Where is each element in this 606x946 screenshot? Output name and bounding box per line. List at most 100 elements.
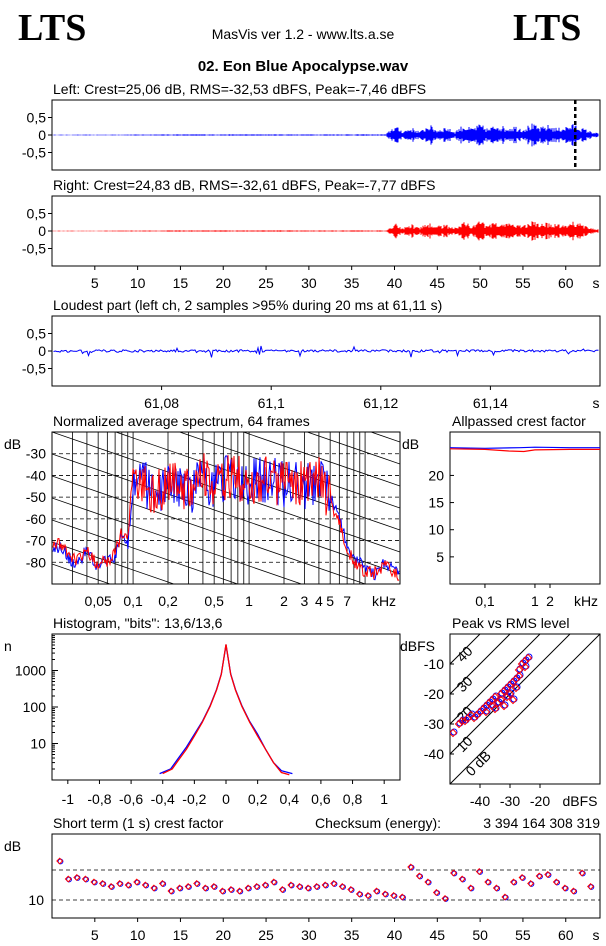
histogram-title: Histogram, "bits": 13,6/13,6 [53, 615, 223, 631]
short-crest-point-right [407, 863, 415, 871]
crest-xunit: kHz [574, 593, 598, 609]
spectrum-frame [51, 431, 401, 585]
crest-line-right [449, 448, 600, 453]
histogram-xtick-label: 0,4 [280, 791, 300, 807]
short-crest-point-right [244, 884, 252, 892]
right-waveform-xtick-label: 20 [215, 275, 231, 291]
peak-rms-ytick-label: -20 [424, 686, 444, 702]
short-crest-point-right [313, 882, 321, 891]
short-crest-point-right [424, 878, 432, 886]
spectrum-slope-line [52, 432, 400, 553]
histogram-ytick-label: 1000 [15, 663, 46, 679]
loudest-part-xtick-label: 61,1 [258, 395, 285, 411]
loudest-part-ytick-label: 0,5 [27, 326, 47, 342]
short-crest-point-right [176, 884, 184, 892]
short-crest-point-right [509, 878, 518, 886]
peak-rms-title: Peak vs RMS level [452, 615, 569, 631]
short-crest-point-right [107, 882, 115, 891]
short-crest-xtick-label: 10 [130, 927, 146, 943]
short-crest-point-right [441, 894, 449, 903]
spectrum-slope-line [305, 432, 400, 465]
short-crest-point-right [518, 873, 526, 882]
histogram-xtick-label: -0,8 [87, 791, 111, 807]
spectrum-slope-line [52, 519, 239, 584]
histogram-ylabel: n [4, 638, 12, 654]
histogram-line-right [162, 644, 290, 776]
short-crest-point-right [304, 884, 312, 892]
spectrum-slope-line [114, 432, 400, 531]
crest-line-left [449, 446, 600, 449]
short-crest-xtick-label: 30 [301, 927, 317, 943]
short-crest-point-right [578, 869, 586, 877]
short-crest-point-right [227, 885, 235, 894]
right-waveform-xunit: s [593, 275, 600, 291]
short-crest-point-right [347, 885, 355, 894]
short-crest-point-right [390, 891, 398, 900]
crest-ytick-label: 15 [428, 495, 444, 511]
right-waveform-xtick-label: 25 [258, 275, 274, 291]
peak-rms-point-right [450, 728, 458, 738]
short-crest-point-right [278, 885, 286, 894]
peak-rms-point-right [499, 701, 509, 711]
histogram-xtick-label: -0,6 [119, 791, 143, 807]
short-crest-point-right [569, 887, 577, 895]
short-crest-ylabel: dB [4, 838, 21, 854]
histogram-ytick-label: 10 [30, 736, 46, 752]
spectrum-ytick-label: -30 [26, 446, 46, 462]
peak-rms-point-right [511, 683, 521, 693]
short-crest-point-right [381, 890, 389, 898]
peak-rms-xtick-label: -20 [530, 793, 550, 809]
short-crest-point-right [372, 887, 381, 895]
histogram-line-left [159, 644, 293, 775]
short-crest-point-right [364, 891, 372, 900]
short-crest-point-right [432, 888, 440, 897]
peak-rms-frame [449, 633, 601, 785]
right-waveform-title: Right: Crest=24,83 dB, RMS=-32,61 dBFS, … [53, 177, 435, 193]
spectrum-series [52, 453, 400, 581]
crest-ytick-label: 20 [428, 467, 444, 483]
short-crest-xtick-label: 35 [344, 927, 360, 943]
short-crest-point-right [321, 881, 329, 889]
peak-rms-point-right [514, 665, 524, 675]
short-crest-point-right [338, 882, 346, 891]
peak-rms-diagonal [450, 634, 541, 725]
left-waveform-ytick-label: 0 [38, 127, 46, 143]
short-crest-point-right [535, 872, 543, 880]
short-crest-xtick-label: 25 [258, 927, 274, 943]
right-waveform-xtick-label: 35 [344, 275, 360, 291]
short-crest-point-right [81, 875, 89, 883]
peak-rms-ytick-label: -30 [424, 716, 444, 732]
short-crest-point-right [124, 881, 132, 889]
spectrum-line-right [52, 453, 400, 581]
short-crest-ytick-label: 10 [28, 892, 44, 908]
short-crest-point-right [450, 869, 458, 877]
short-crest-title: Short term (1 s) crest factor [53, 815, 224, 831]
checksum-value: 3 394 164 308 319 [483, 815, 600, 831]
short-crest-point-right [561, 884, 569, 892]
spectrum-xtick-label: 0,5 [204, 593, 224, 609]
peak-rms-point-right [520, 662, 530, 672]
loudest-part-xtick-label: 61,14 [473, 395, 508, 411]
short-crest-point-right [330, 879, 338, 888]
short-crest-point-right [150, 884, 158, 892]
peak-rms-xtick-label: -40 [470, 793, 490, 809]
short-crest-xtick-label: 55 [515, 927, 531, 943]
spectrum-ylabel: dB [4, 436, 21, 452]
histogram-xtick-label: 0,8 [343, 791, 363, 807]
histogram-xtick-label: -0,4 [151, 791, 175, 807]
histogram-xtick-label: 0 [222, 791, 230, 807]
short-crest-point-right [56, 857, 64, 865]
short-crest-point-right [193, 879, 201, 888]
right-waveform-waveform [52, 221, 599, 241]
spectrum-xtick-label: 0,05 [85, 593, 112, 609]
loudest-part-waveform [53, 345, 599, 358]
spectrum-slope-line [52, 652, 400, 772]
peak-rms-point-right [481, 707, 491, 717]
spectrum-slope-line [52, 300, 400, 420]
peak-rms-point-right [514, 671, 524, 681]
right-waveform-xtick-label: 30 [301, 275, 317, 291]
spectrum-slope-line [52, 674, 400, 794]
crest-ytick-label: 5 [436, 549, 444, 565]
short-crest-point-right [253, 882, 261, 891]
short-crest-xtick-label: 40 [387, 927, 403, 943]
